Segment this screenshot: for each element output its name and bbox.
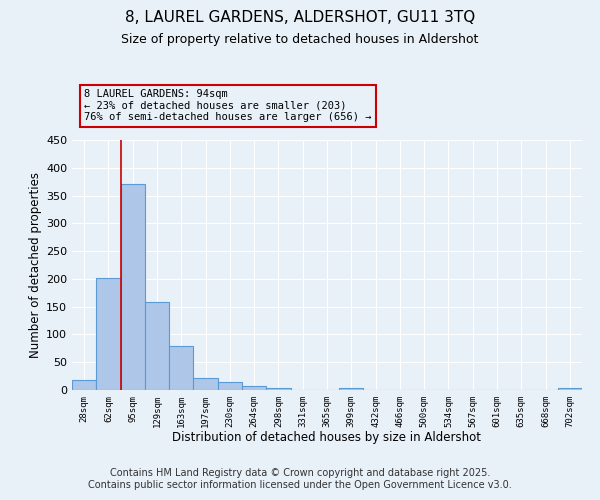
Bar (558, 388, 582, 390)
Bar (218, 382, 242, 390)
Y-axis label: Number of detached properties: Number of detached properties (29, 172, 42, 358)
Bar (145, 302, 169, 390)
Bar (242, 386, 266, 390)
Bar (96, 278, 121, 390)
Text: 8 LAUREL GARDENS: 94sqm
← 23% of detached houses are smaller (203)
76% of semi-d: 8 LAUREL GARDENS: 94sqm ← 23% of detache… (84, 90, 371, 122)
Text: Contains HM Land Registry data © Crown copyright and database right 2025.
Contai: Contains HM Land Registry data © Crown c… (88, 468, 512, 490)
Bar (72, 380, 96, 390)
Bar (193, 378, 218, 390)
Bar (169, 346, 193, 390)
Bar (339, 388, 364, 390)
Bar (266, 388, 290, 390)
X-axis label: Distribution of detached houses by size in Aldershot: Distribution of detached houses by size … (173, 432, 482, 444)
Text: Size of property relative to detached houses in Aldershot: Size of property relative to detached ho… (121, 32, 479, 46)
Text: 8, LAUREL GARDENS, ALDERSHOT, GU11 3TQ: 8, LAUREL GARDENS, ALDERSHOT, GU11 3TQ (125, 10, 475, 25)
Bar (121, 184, 145, 390)
